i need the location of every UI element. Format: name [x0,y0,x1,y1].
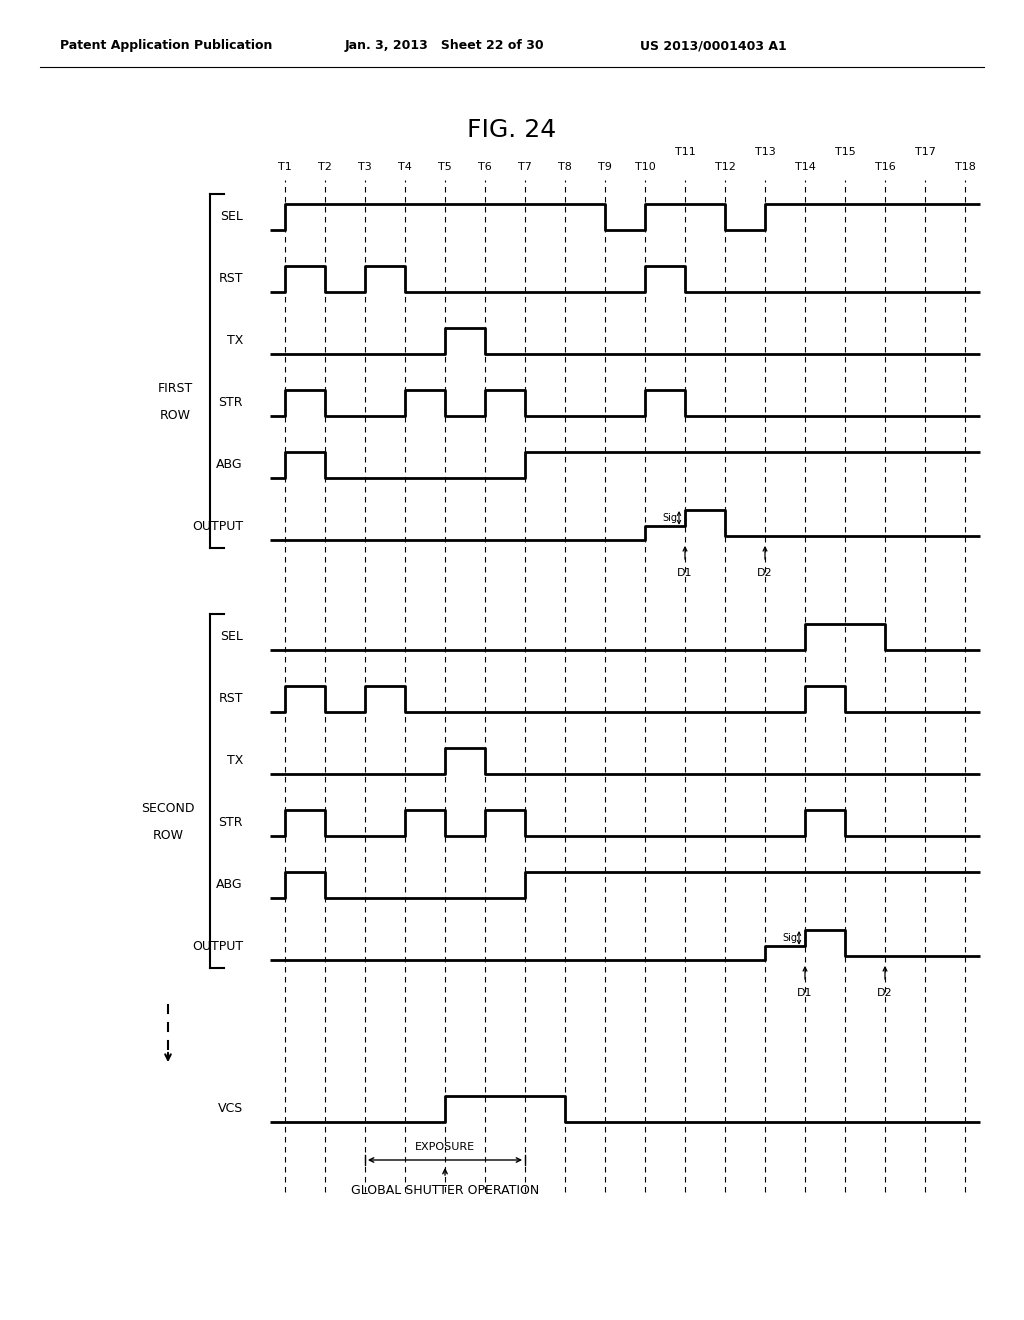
Text: Sig: Sig [782,933,797,942]
Text: ABG: ABG [216,879,243,891]
Text: GLOBAL SHUTTER OPERATION: GLOBAL SHUTTER OPERATION [351,1184,539,1197]
Text: Jan. 3, 2013   Sheet 22 of 30: Jan. 3, 2013 Sheet 22 of 30 [345,40,545,53]
Text: TX: TX [226,334,243,347]
Text: SECOND: SECOND [141,803,195,814]
Text: STR: STR [218,396,243,409]
Text: T12: T12 [715,162,735,172]
Text: FIRST: FIRST [158,381,193,395]
Text: D2: D2 [757,568,773,578]
Text: T2: T2 [318,162,332,172]
Text: T3: T3 [358,162,372,172]
Text: Sig: Sig [662,513,677,523]
Text: T16: T16 [874,162,895,172]
Text: US 2013/0001403 A1: US 2013/0001403 A1 [640,40,786,53]
Text: T11: T11 [675,147,695,157]
Text: EXPOSURE: EXPOSURE [415,1142,475,1152]
Text: D1: D1 [798,987,813,998]
Text: T13: T13 [755,147,775,157]
Text: T17: T17 [914,147,936,157]
Text: OUTPUT: OUTPUT [191,940,243,953]
Text: T5: T5 [438,162,452,172]
Text: T9: T9 [598,162,612,172]
Text: RST: RST [218,272,243,285]
Text: T4: T4 [398,162,412,172]
Text: T14: T14 [795,162,815,172]
Text: T10: T10 [635,162,655,172]
Text: ABG: ABG [216,458,243,471]
Text: ROW: ROW [160,409,190,422]
Text: T7: T7 [518,162,531,172]
Text: VCS: VCS [218,1102,243,1115]
Text: T8: T8 [558,162,572,172]
Text: SEL: SEL [220,210,243,223]
Text: T1: T1 [279,162,292,172]
Text: ROW: ROW [153,829,183,842]
Text: T6: T6 [478,162,492,172]
Text: Patent Application Publication: Patent Application Publication [60,40,272,53]
Text: D1: D1 [677,568,693,578]
Text: STR: STR [218,817,243,829]
Text: T18: T18 [954,162,976,172]
Text: FIG. 24: FIG. 24 [467,117,557,143]
Text: TX: TX [226,755,243,767]
Text: D2: D2 [878,987,893,998]
Text: RST: RST [218,693,243,705]
Text: OUTPUT: OUTPUT [191,520,243,533]
Text: T15: T15 [835,147,855,157]
Text: SEL: SEL [220,631,243,644]
